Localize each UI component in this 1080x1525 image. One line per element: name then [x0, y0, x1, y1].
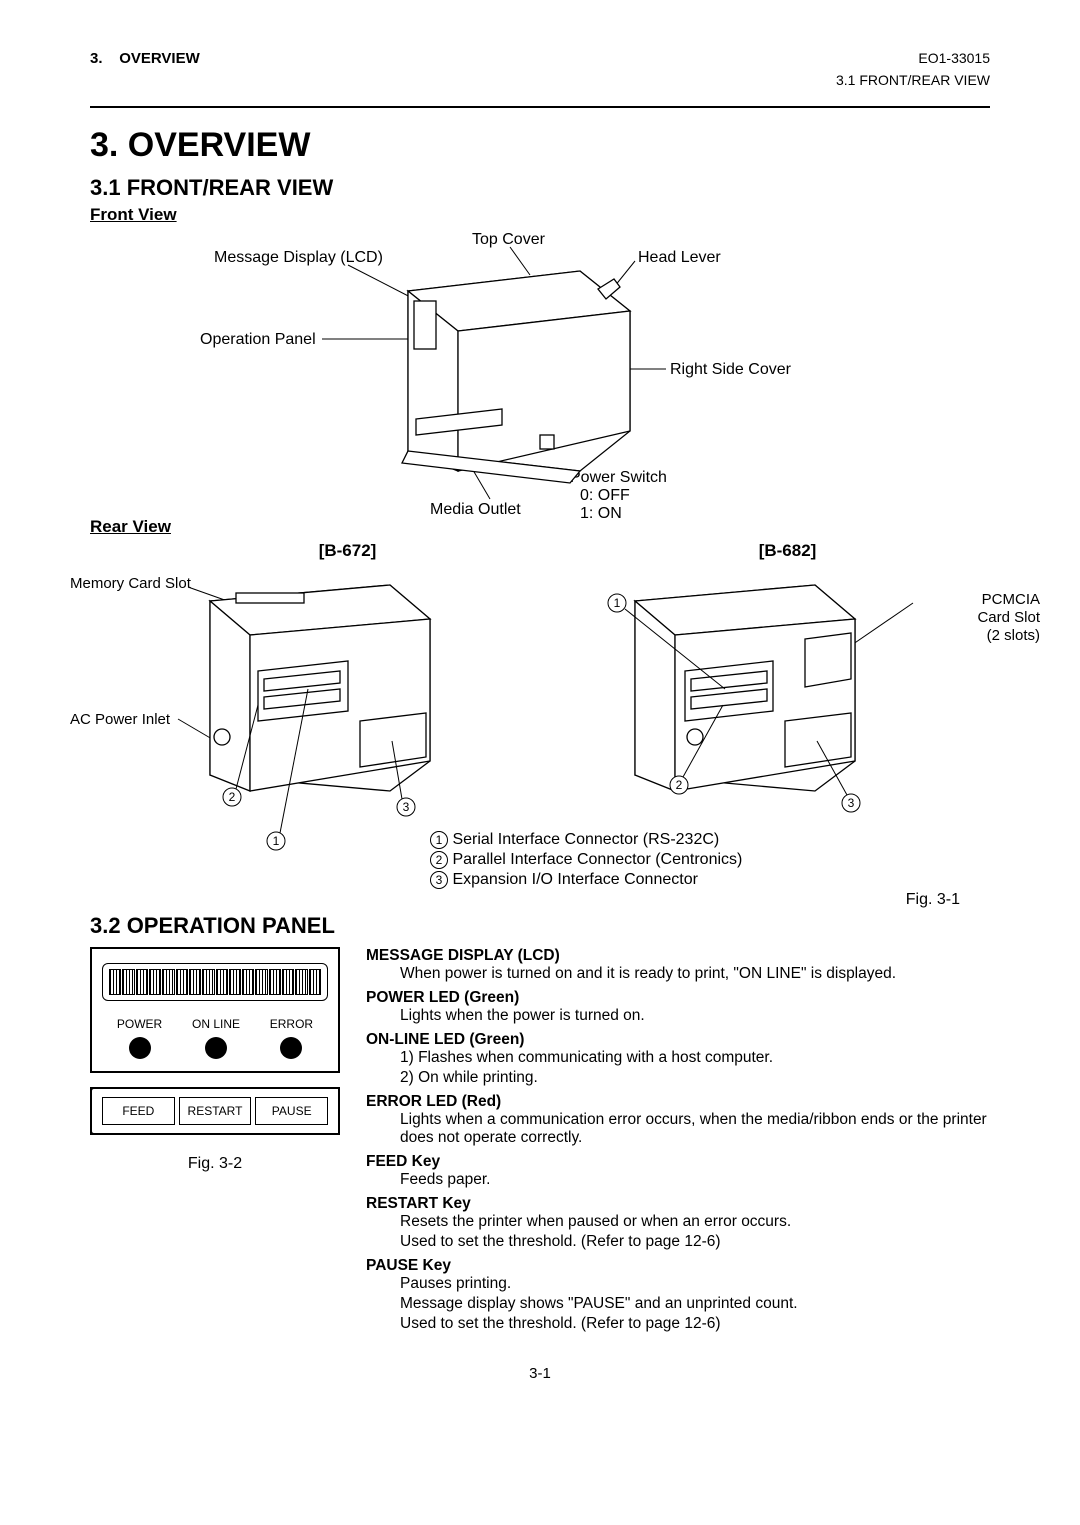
- rear-view-diagram: [B-672] Memory Card Slot AC Power Inlet: [90, 541, 990, 861]
- conn-3-text: Expansion I/O Interface Connector: [452, 871, 697, 888]
- lcd-char: [122, 969, 134, 995]
- model-b672: [B-672]: [170, 541, 525, 561]
- op-pow-title: POWER LED (Green): [366, 989, 990, 1007]
- key-pause: PAUSE: [255, 1097, 328, 1125]
- op-rst-desc-1: Resets the printer when paused or when a…: [366, 1213, 990, 1231]
- front-printer-svg: [90, 231, 990, 531]
- led-online: ON LINE: [192, 1017, 240, 1059]
- led-dot: [280, 1037, 302, 1059]
- lcd-char: [202, 969, 214, 995]
- lcd-char: [229, 969, 241, 995]
- op-pau-desc-3: Used to set the threshold. (Refer to pag…: [366, 1315, 990, 1333]
- lcd-char: [189, 969, 201, 995]
- circ-3: 3: [430, 871, 448, 889]
- svg-text:3: 3: [403, 800, 410, 814]
- op-msg-desc: When power is turned on and it is ready …: [366, 965, 990, 983]
- led-power-label: POWER: [117, 1017, 162, 1031]
- model-b682: [B-682]: [585, 541, 990, 561]
- svg-text:1: 1: [614, 596, 621, 610]
- lcd-char: [269, 969, 281, 995]
- label-pcmcia-3: (2 slots): [987, 627, 1040, 644]
- op-pau-title: PAUSE Key: [366, 1257, 990, 1275]
- op-onl-title: ON-LINE LED (Green): [366, 1031, 990, 1049]
- page-header: 3. OVERVIEW EO1-33015 3.1 FRONT/REAR VIE…: [90, 50, 990, 88]
- rear-col-b682: [B-682] PCMCIA Card Slot (2 slots): [555, 541, 990, 861]
- fig-3-1: Fig. 3-1: [90, 891, 990, 909]
- svg-text:3: 3: [848, 796, 855, 810]
- label-pcmcia-2: Card Slot: [977, 609, 1040, 626]
- operation-panel-section: POWER ON LINE ERROR FEED RESTART PAUSE F…: [90, 947, 990, 1335]
- op-description: MESSAGE DISPLAY (LCD) When power is turn…: [366, 947, 990, 1335]
- lcd-char: [176, 969, 188, 995]
- lcd-char: [149, 969, 161, 995]
- key-panel: FEED RESTART PAUSE: [90, 1087, 340, 1135]
- led-dot: [205, 1037, 227, 1059]
- led-error: ERROR: [270, 1017, 313, 1059]
- label-pcmcia-1: PCMCIA: [982, 591, 1040, 608]
- svg-text:1: 1: [273, 834, 280, 848]
- op-rst-desc-2: Used to set the threshold. (Refer to pag…: [366, 1233, 990, 1251]
- led-online-label: ON LINE: [192, 1017, 240, 1031]
- lcd-char: [309, 969, 321, 995]
- rear-col-b672: [B-672] Memory Card Slot AC Power Inlet: [90, 541, 525, 861]
- op-err-desc: Lights when a communication error occurs…: [366, 1111, 990, 1147]
- rear-printer-b682-svg: 1 2 3: [555, 561, 985, 851]
- key-feed: FEED: [102, 1097, 175, 1125]
- op-onl-desc-2: 2) On while printing.: [366, 1069, 990, 1087]
- op-pau-desc-2: Message display shows "PAUSE" and an unp…: [366, 1295, 990, 1313]
- op-pow-desc: Lights when the power is turned on.: [366, 1007, 990, 1025]
- op-err-title: ERROR LED (Red): [366, 1093, 990, 1111]
- lcd-char: [295, 969, 307, 995]
- doc-code: EO1-33015: [836, 50, 990, 66]
- conn-3: 3 Expansion I/O Interface Connector: [430, 871, 990, 889]
- lcd-char: [282, 969, 294, 995]
- op-msg-title: MESSAGE DISPLAY (LCD): [366, 947, 990, 965]
- lcd-char: [255, 969, 267, 995]
- header-left: 3. OVERVIEW: [90, 50, 200, 88]
- lcd-screen: [102, 963, 328, 1001]
- lcd-char: [109, 969, 121, 995]
- op-feed-title: FEED Key: [366, 1153, 990, 1171]
- header-section-num: 3.: [90, 50, 103, 67]
- heading-op-panel: 3.2 OPERATION PANEL: [90, 913, 990, 939]
- header-rule: [90, 106, 990, 108]
- op-feed-desc: Feeds paper.: [366, 1171, 990, 1189]
- heading-front-view: Front View: [90, 205, 990, 225]
- subsection-ref: 3.1 FRONT/REAR VIEW: [836, 72, 990, 88]
- lcd-char: [136, 969, 148, 995]
- lcd-char: [242, 969, 254, 995]
- led-dot: [129, 1037, 151, 1059]
- header-section-title: OVERVIEW: [119, 50, 200, 67]
- led-row: POWER ON LINE ERROR: [102, 1017, 328, 1059]
- rear-printer-b672-svg: 2 1 3: [90, 561, 520, 851]
- svg-text:2: 2: [229, 790, 236, 804]
- lcd-char: [216, 969, 228, 995]
- op-onl-desc-1: 1) Flashes when communicating with a hos…: [366, 1049, 990, 1067]
- page-number: 3-1: [90, 1365, 990, 1382]
- fig-3-2: Fig. 3-2: [90, 1155, 340, 1173]
- front-view-diagram: Message Display (LCD) Top Cover Head Lev…: [90, 231, 990, 531]
- heading-h1: 3. OVERVIEW: [90, 126, 990, 165]
- lcd-char: [162, 969, 174, 995]
- op-rst-title: RESTART Key: [366, 1195, 990, 1213]
- heading-front-rear: 3.1 FRONT/REAR VIEW: [90, 175, 990, 201]
- op-panels: POWER ON LINE ERROR FEED RESTART PAUSE F…: [90, 947, 340, 1335]
- led-power: POWER: [117, 1017, 162, 1059]
- header-right: EO1-33015 3.1 FRONT/REAR VIEW: [836, 50, 990, 88]
- led-error-label: ERROR: [270, 1017, 313, 1031]
- key-restart: RESTART: [179, 1097, 252, 1125]
- svg-text:2: 2: [676, 778, 683, 792]
- lcd-panel: POWER ON LINE ERROR: [90, 947, 340, 1073]
- op-pau-desc-1: Pauses printing.: [366, 1275, 990, 1293]
